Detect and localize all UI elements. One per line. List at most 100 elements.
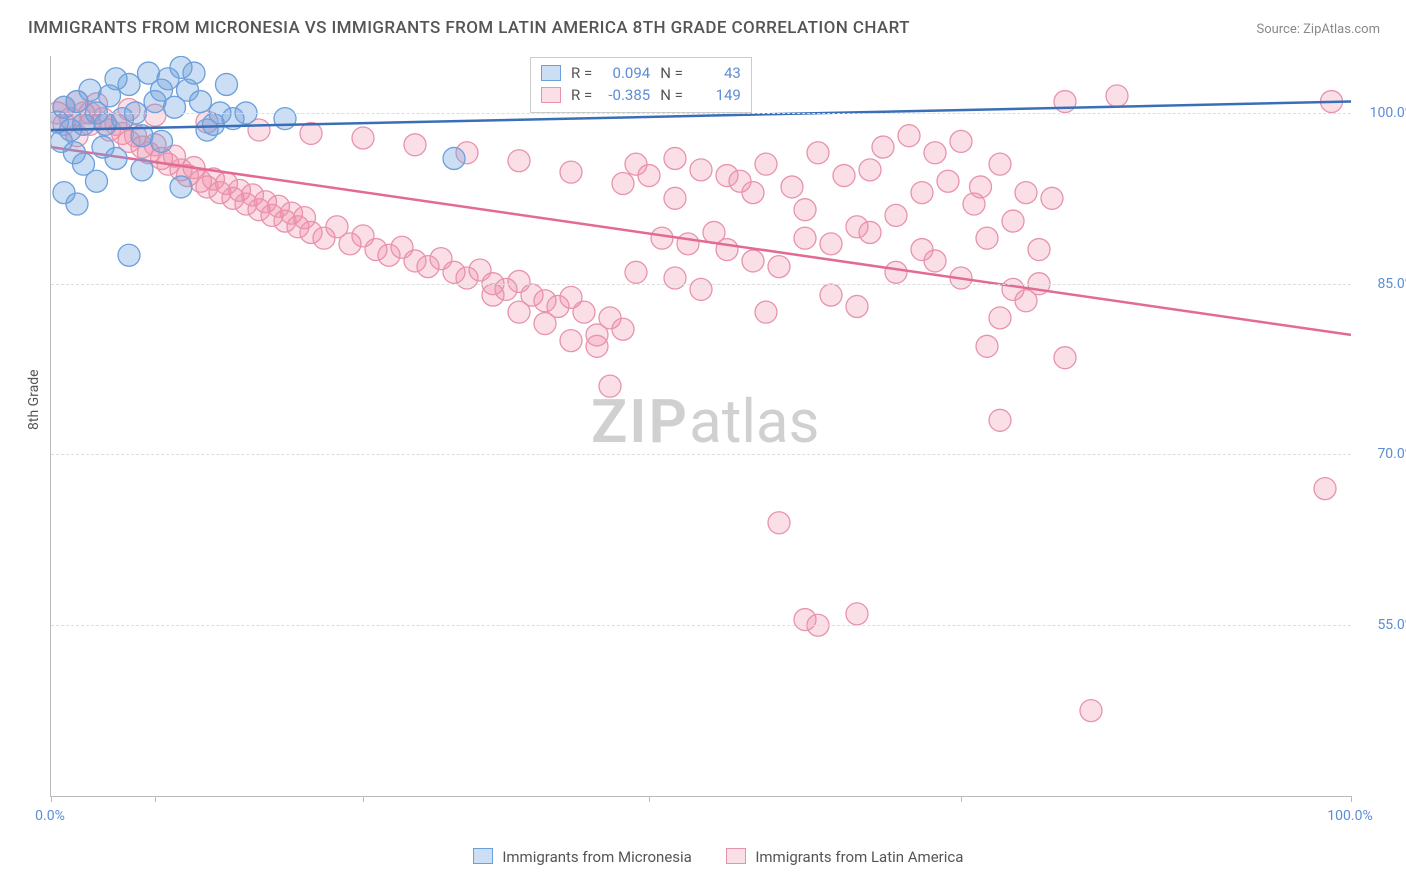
data-point	[950, 130, 972, 152]
stats-row-blue: R = 0.094 N = 43	[541, 62, 741, 84]
stat-n-label: N =	[660, 84, 683, 106]
data-point	[989, 153, 1011, 175]
data-point	[976, 227, 998, 249]
data-point	[989, 409, 1011, 431]
data-point	[612, 173, 634, 195]
data-point	[807, 142, 829, 164]
data-point	[404, 134, 426, 156]
data-point	[86, 170, 108, 192]
data-point	[742, 250, 764, 272]
data-point	[599, 375, 621, 397]
data-point	[66, 193, 88, 215]
ytick-label: 100.0%	[1370, 105, 1406, 121]
stat-r-label: R =	[571, 84, 592, 106]
data-point	[51, 130, 72, 152]
stat-n-label: N =	[660, 62, 683, 84]
data-point	[170, 176, 192, 198]
data-point	[677, 233, 699, 255]
data-point	[1041, 187, 1063, 209]
data-point	[768, 256, 790, 278]
data-point	[190, 91, 212, 113]
gridline	[51, 284, 1351, 285]
data-point	[151, 130, 173, 152]
legend-label-pink: Immigrants from Latin America	[755, 848, 963, 866]
data-point	[885, 204, 907, 226]
stat-r-blue: 0.094	[602, 62, 650, 84]
data-point	[716, 165, 738, 187]
data-point	[573, 301, 595, 323]
data-point	[1002, 210, 1024, 232]
data-point	[105, 147, 127, 169]
data-point	[612, 318, 634, 340]
data-point	[534, 313, 556, 335]
xtick	[155, 796, 156, 802]
data-point	[820, 233, 842, 255]
xtick	[649, 796, 650, 802]
data-point	[443, 147, 465, 169]
data-point	[742, 182, 764, 204]
chart-container: IMMIGRANTS FROM MICRONESIA VS IMMIGRANTS…	[0, 0, 1406, 892]
xtick-label: 0.0%	[35, 808, 65, 824]
swatch-blue	[541, 65, 561, 81]
data-point	[989, 307, 1011, 329]
source-label: Source: ZipAtlas.com	[1256, 22, 1380, 37]
data-point	[560, 161, 582, 183]
ytick-label: 55.0%	[1377, 617, 1406, 633]
data-point	[1314, 478, 1336, 500]
data-point	[664, 147, 686, 169]
data-point	[1080, 700, 1102, 722]
gridline	[51, 625, 1351, 626]
data-point	[846, 295, 868, 317]
data-point	[924, 142, 946, 164]
y-axis-label: 8th Grade	[26, 369, 42, 430]
legend-bottom: Immigrants from Micronesia Immigrants fr…	[0, 848, 1406, 866]
xtick-label: 100.0%	[1327, 808, 1372, 824]
plot-svg	[51, 56, 1351, 796]
data-point	[1015, 182, 1037, 204]
data-point	[1054, 347, 1076, 369]
gridline	[51, 113, 1351, 114]
data-point	[794, 227, 816, 249]
legend-swatch-pink	[726, 848, 746, 864]
data-point	[885, 261, 907, 283]
data-point	[937, 170, 959, 192]
data-point	[911, 239, 933, 261]
plot-area: ZIPatlas 100.0%85.0%70.0%55.0%	[50, 56, 1351, 797]
data-point	[508, 301, 530, 323]
swatch-pink	[541, 87, 561, 103]
data-point	[508, 150, 530, 172]
data-point	[794, 199, 816, 221]
data-point	[625, 261, 647, 283]
data-point	[690, 159, 712, 181]
data-point	[95, 113, 117, 135]
data-point	[859, 221, 881, 243]
ytick-label: 85.0%	[1377, 276, 1406, 292]
data-point	[118, 244, 140, 266]
data-point	[781, 176, 803, 198]
data-point	[352, 127, 374, 149]
data-point	[183, 62, 205, 84]
chart-title: IMMIGRANTS FROM MICRONESIA VS IMMIGRANTS…	[28, 18, 910, 38]
data-point	[859, 159, 881, 181]
data-point	[131, 159, 153, 181]
data-point	[586, 335, 608, 357]
stats-row-pink: R = -0.385 N = 149	[541, 84, 741, 106]
data-point	[768, 512, 790, 534]
legend-label-blue: Immigrants from Micronesia	[502, 848, 692, 866]
data-point	[755, 153, 777, 175]
data-point	[79, 79, 101, 101]
data-point	[1106, 85, 1128, 107]
xtick	[1351, 796, 1352, 802]
data-point	[755, 301, 777, 323]
stat-r-pink: -0.385	[602, 84, 650, 106]
stat-r-label: R =	[571, 62, 592, 84]
data-point	[1015, 290, 1037, 312]
data-point	[274, 108, 296, 130]
data-point	[976, 335, 998, 357]
data-point	[898, 125, 920, 147]
xtick	[51, 796, 52, 802]
data-point	[482, 284, 504, 306]
data-point	[560, 330, 582, 352]
data-point	[716, 239, 738, 261]
data-point	[118, 73, 140, 95]
